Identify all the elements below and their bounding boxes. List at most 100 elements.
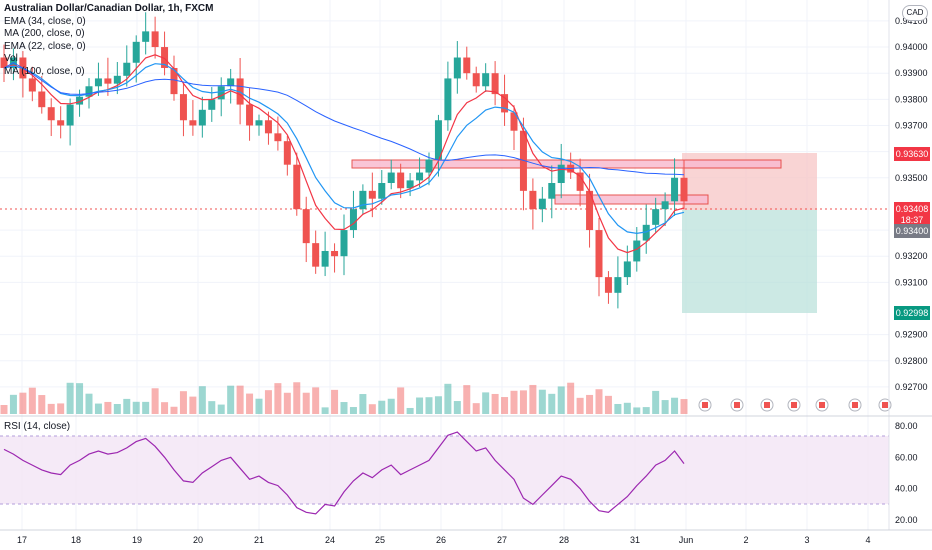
candle xyxy=(104,78,112,84)
volume-bar xyxy=(425,397,433,414)
candle xyxy=(255,120,263,126)
time-axis-label: 26 xyxy=(436,535,446,545)
candle xyxy=(349,209,357,231)
stop-zone[interactable] xyxy=(682,210,817,313)
volume-bar xyxy=(104,401,112,414)
volume-bar xyxy=(9,394,17,414)
rsi-label[interactable]: RSI (14, close) xyxy=(4,421,71,432)
volume-bar xyxy=(529,384,537,414)
ema22-label[interactable]: EMA (22, close, 0) xyxy=(4,40,86,52)
resistance-zone[interactable] xyxy=(351,159,782,169)
candle xyxy=(38,91,46,108)
volume-bar xyxy=(28,387,36,414)
candle xyxy=(538,198,546,210)
volume-bar xyxy=(198,386,206,414)
price-axis-label: 0.93700 xyxy=(895,120,928,130)
candle xyxy=(661,201,669,210)
volume-bar xyxy=(671,397,679,414)
candle xyxy=(331,250,339,257)
candle xyxy=(557,164,565,184)
candle xyxy=(264,120,272,134)
candle xyxy=(397,172,405,189)
candle xyxy=(227,78,235,87)
candle xyxy=(633,240,641,262)
volume-bar xyxy=(368,404,376,414)
candle xyxy=(179,94,187,121)
countdown-tag: 18:37 xyxy=(894,213,930,227)
volume-bar xyxy=(680,399,688,414)
volume-bar xyxy=(397,387,405,414)
candle xyxy=(359,190,367,210)
volume-bar xyxy=(434,396,442,414)
price-axis-label: 0.93800 xyxy=(895,94,928,104)
candle xyxy=(491,73,499,95)
rsi-axis-label: 80.00 xyxy=(895,421,918,431)
volume-bar xyxy=(661,400,669,414)
volume-bar xyxy=(217,404,225,414)
volume-bar xyxy=(161,402,169,414)
volume-bar xyxy=(151,388,159,414)
volume-bar xyxy=(66,382,74,414)
candle xyxy=(482,73,490,87)
volume-bar xyxy=(652,390,660,414)
candle xyxy=(217,86,225,100)
candle xyxy=(142,31,150,42)
candle xyxy=(85,86,93,97)
flag-icon xyxy=(852,402,858,408)
candle xyxy=(113,75,121,84)
time-axis-label: 19 xyxy=(132,535,142,545)
volume-bar xyxy=(491,393,499,414)
time-axis-label: 24 xyxy=(325,535,335,545)
volume-bar xyxy=(331,389,339,414)
candle xyxy=(425,159,433,173)
volume-bar xyxy=(170,406,178,414)
price-axis-label: 0.92900 xyxy=(895,330,928,340)
ma200-label[interactable]: MA (200, close, 0) xyxy=(4,28,85,39)
chart-legend: Australian Dollar/Canadian Dollar, 1h, F… xyxy=(4,3,214,78)
volume-bar xyxy=(312,387,320,414)
ma200-line[interactable] xyxy=(3,62,685,176)
ema22-line[interactable] xyxy=(3,54,685,254)
candle xyxy=(472,73,480,87)
flag-icon xyxy=(734,402,740,408)
volume-bar xyxy=(142,401,150,414)
time-axis-label: 28 xyxy=(559,535,569,545)
candle xyxy=(28,78,36,92)
candle xyxy=(123,62,131,76)
ma100-label[interactable]: MA (100, close, 0) xyxy=(4,65,85,77)
candle xyxy=(510,112,518,131)
ema34-label[interactable]: EMA (34, close, 0) xyxy=(4,15,86,27)
volume-bar xyxy=(623,402,631,414)
volume-bar xyxy=(519,390,527,414)
currency-badge[interactable]: CAD xyxy=(902,5,928,21)
time-axis-label: 18 xyxy=(71,535,81,545)
volume-bar xyxy=(642,407,650,414)
volume-bar xyxy=(19,392,27,414)
ema34-line[interactable] xyxy=(3,63,685,235)
vol-label[interactable]: Vol xyxy=(4,53,18,64)
price-axis-label: 0.92800 xyxy=(895,356,928,366)
candle xyxy=(453,57,461,79)
time-axis-label: 27 xyxy=(497,535,507,545)
candle xyxy=(463,57,471,74)
volume-bar xyxy=(38,395,46,414)
candle xyxy=(406,180,414,189)
volume-bar xyxy=(586,394,594,414)
volume-bar xyxy=(85,393,93,414)
rsi-line[interactable] xyxy=(3,431,685,515)
rsi-axis-label: 20.00 xyxy=(895,515,918,525)
volume-bar xyxy=(378,400,386,414)
candle xyxy=(548,183,556,199)
symbol-title[interactable]: Australian Dollar/Canadian Dollar, 1h, F… xyxy=(4,3,214,14)
volume-bar xyxy=(633,407,641,414)
entry-zone[interactable] xyxy=(554,194,709,205)
volume-bar xyxy=(208,401,216,414)
candle xyxy=(66,104,74,126)
volume-bar xyxy=(387,398,395,414)
candle xyxy=(652,209,660,225)
stop-price-tag: 0.92998 xyxy=(894,306,930,320)
volume-bar xyxy=(76,383,84,414)
price-axis-label: 0.92700 xyxy=(895,382,928,392)
volume-bar xyxy=(444,383,452,414)
